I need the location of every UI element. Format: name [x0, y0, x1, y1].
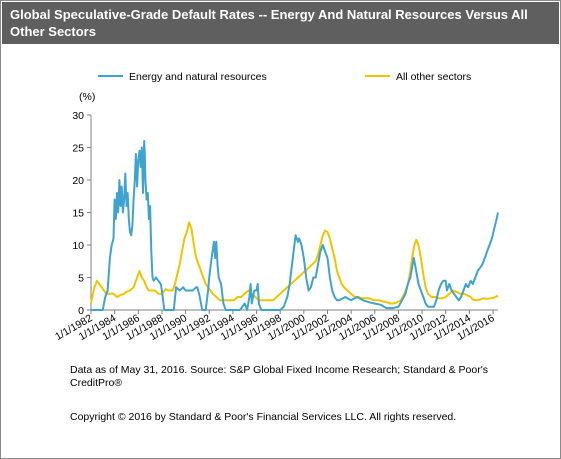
chart-header: Global Speculative-Grade Default Rates -…: [2, 2, 559, 44]
y-tick-label: 5: [78, 273, 84, 285]
legend-label-other: All other sectors: [396, 71, 471, 83]
chart-title: Global Speculative-Grade Default Rates -…: [10, 7, 528, 39]
y-tick-label: 25: [72, 143, 84, 155]
y-tick-label: 10: [72, 240, 84, 252]
chart-legend: Energy and natural resources All other s…: [98, 71, 471, 83]
series-line-energy: [91, 140, 499, 311]
legend-label-energy: Energy and natural resources: [129, 71, 267, 83]
y-axis-label: (%): [79, 91, 95, 103]
chart-series: [90, 140, 499, 311]
y-tick-label: 15: [72, 208, 84, 220]
y-tick-label: 0: [78, 305, 84, 317]
source-note: Data as of May 31, 2016. Source: S&P Glo…: [70, 364, 488, 389]
series-line-other: [90, 221, 499, 305]
chart-axes: 0510152025301/1/19821/1/19841/1/19861/1/…: [53, 110, 498, 343]
y-tick-label: 30: [72, 110, 84, 122]
copyright-note: Copyright © 2016 by Standard & Poor's Fi…: [70, 411, 457, 423]
y-tick-label: 20: [72, 175, 84, 187]
